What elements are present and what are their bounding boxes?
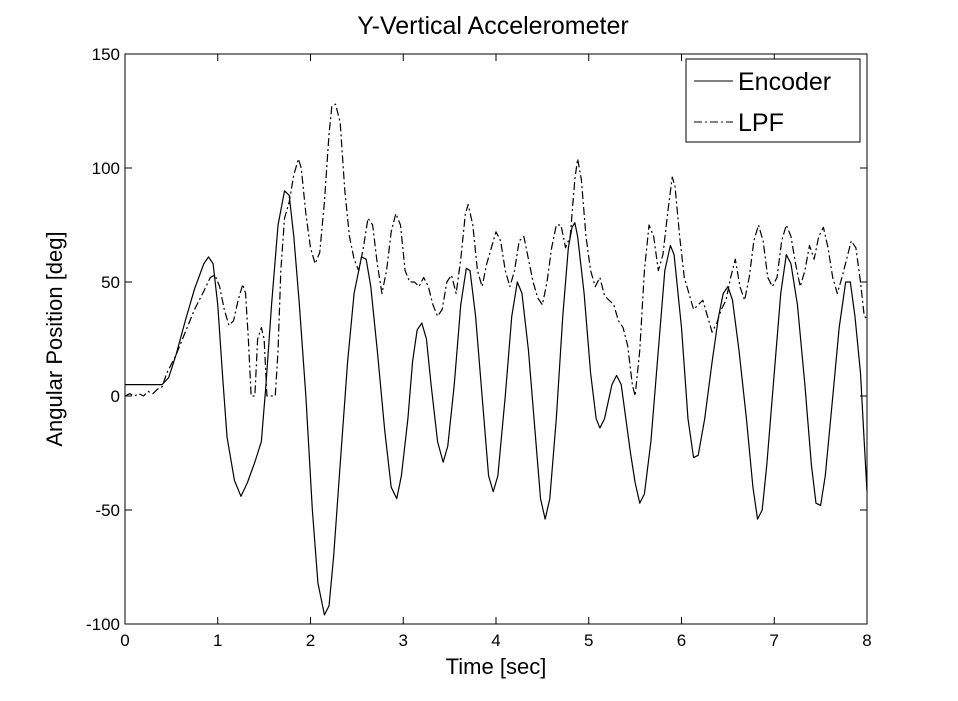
y-tick-label: -100 (86, 615, 120, 634)
legend-label-lpf: LPF (738, 109, 784, 137)
x-tick-label: 8 (862, 631, 871, 650)
y-tick-label: 100 (92, 159, 120, 178)
x-tick-label: 0 (120, 631, 129, 650)
x-tick-label: 3 (399, 631, 408, 650)
series-line-lpf (124, 103, 868, 397)
axis-ticks: 0 1 2 3 4 5 6 7 8 -100 -50 0 50 100 150 (86, 45, 872, 650)
series-line-encoder (125, 190, 868, 616)
y-tick-label: 150 (92, 45, 120, 64)
x-tick-label: 6 (677, 631, 686, 650)
x-tick-label: 2 (306, 631, 315, 650)
y-tick-label: -50 (95, 501, 120, 520)
x-tick-label: 4 (491, 631, 500, 650)
x-tick-label: 5 (584, 631, 593, 650)
y-tick-label: 50 (101, 273, 120, 292)
y-tick-label: 0 (111, 387, 120, 406)
y-axis-title: Angular Position [deg] (42, 231, 67, 446)
legend-label-encoder: Encoder (738, 68, 831, 96)
x-tick-label: 7 (770, 631, 779, 650)
x-tick-label: 1 (213, 631, 222, 650)
series-layer (124, 103, 868, 616)
x-axis-title: Time [sec] (446, 654, 547, 679)
chart-title: Y-Vertical Accelerometer (357, 12, 628, 40)
legend-box (685, 58, 861, 143)
legend: Encoder LPF (685, 58, 861, 143)
